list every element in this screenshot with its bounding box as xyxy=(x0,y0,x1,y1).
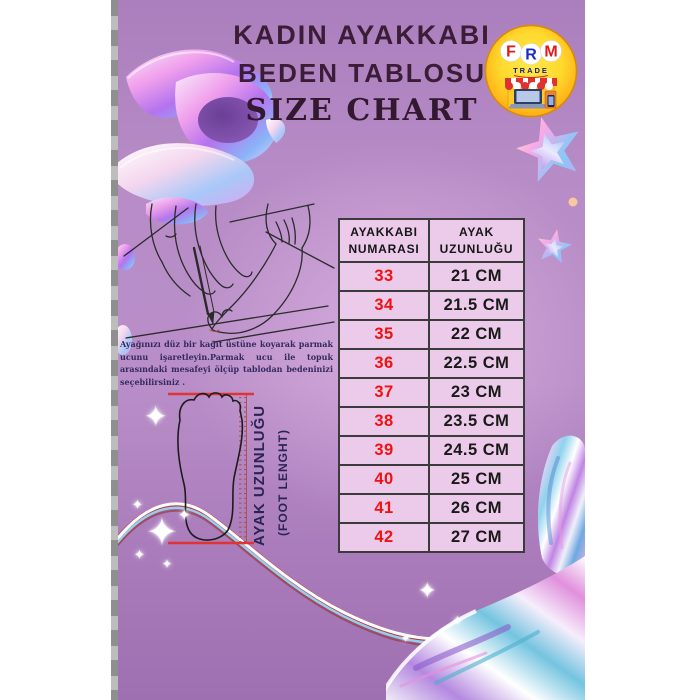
ribbon-wave-decoration xyxy=(118,502,444,647)
shoe-size-cell: 41 xyxy=(338,493,430,524)
logo-letter-r: R xyxy=(525,47,537,64)
sparkle-icon: ✦ xyxy=(144,401,168,432)
table-row: 35 22 CM xyxy=(338,319,525,350)
measuring-illustration xyxy=(123,203,335,343)
table-row: 38 23.5 CM xyxy=(338,406,525,437)
logo-trade-label: TRADE xyxy=(513,66,549,75)
sparkle-icon: ✦ xyxy=(132,497,143,512)
foot-length-cell: 24.5 CM xyxy=(428,435,525,466)
table-row: 34 21.5 CM xyxy=(338,290,525,321)
logo-letter-m: M xyxy=(544,44,557,61)
foot-length-cell: 23.5 CM xyxy=(428,406,525,437)
table-header-row: AYAKKABI NUMARASI AYAK UZUNLUĞU xyxy=(338,218,525,263)
col-header-foot-length: AYAK UZUNLUĞU xyxy=(428,218,525,263)
holographic-fabric-decoration xyxy=(386,435,585,700)
shoe-size-cell: 37 xyxy=(338,377,430,408)
title-line-1: KADIN AYAKKABI xyxy=(233,20,491,50)
table-row: 42 27 CM xyxy=(338,522,525,553)
title-line-3: SIZE CHART xyxy=(245,93,479,128)
sparkle-icon: ✦ xyxy=(146,512,178,554)
holographic-claw-decoration xyxy=(118,49,286,225)
foot-length-cell: 26 CM xyxy=(428,493,525,524)
foot-length-cell: 27 CM xyxy=(428,522,525,553)
foot-length-cell: 25 CM xyxy=(428,464,525,495)
table-row: 41 26 CM xyxy=(338,493,525,524)
foot-outline-diagram: AYAK UZUNLUĞU (FOOT LENGHT) xyxy=(148,386,343,570)
table-row: 40 25 CM xyxy=(338,464,525,495)
shoe-size-cell: 42 xyxy=(338,522,430,553)
foot-length-label-tr: AYAK UZUNLUĞU xyxy=(251,404,268,546)
holographic-star-icon xyxy=(516,117,579,264)
title-line-2: BEDEN TABLOSU xyxy=(238,58,486,88)
col-header-shoe-number: AYAKKABI NUMARASI xyxy=(338,218,430,263)
size-table: AYAKKABI NUMARASI AYAK UZUNLUĞU 33 21 CM … xyxy=(338,218,525,553)
table-row: 37 23 CM xyxy=(338,377,525,408)
table-row: 33 21 CM xyxy=(338,261,525,292)
page-title: KADIN AYAKKABI BEDEN TABLOSU SIZE CHART xyxy=(192,20,532,128)
shoe-size-cell: 40 xyxy=(338,464,430,495)
shoe-size-cell: 34 xyxy=(338,290,430,321)
sparkle-icon: ✦ xyxy=(418,578,437,603)
foot-length-cell: 22.5 CM xyxy=(428,348,525,379)
table-row: 36 22.5 CM xyxy=(338,348,525,379)
foot-outline-drawing xyxy=(168,392,254,545)
shoe-size-cell: 38 xyxy=(338,406,430,437)
instruction-text: Ayağınızı düz bir kağıt üstüne koyarak p… xyxy=(120,339,333,387)
foot-length-cell: 23 CM xyxy=(428,377,525,408)
logo-storefront-icon xyxy=(505,78,557,109)
logo-letter-f: F xyxy=(506,44,516,61)
foot-length-cell: 21.5 CM xyxy=(428,290,525,321)
table-row: 39 24.5 CM xyxy=(338,435,525,466)
sparkle-icon: ✦ xyxy=(134,547,145,562)
shoe-size-cell: 36 xyxy=(338,348,430,379)
foot-length-cell: 21 CM xyxy=(428,261,525,292)
sparkle-icon: ✦ xyxy=(162,557,173,571)
shoe-size-cell: 33 xyxy=(338,261,430,292)
sparkle-icon: ✦ xyxy=(401,633,411,645)
foot-length-label-en: (FOOT LENGHT) xyxy=(276,429,290,536)
shoe-size-cell: 39 xyxy=(338,435,430,466)
foot-length-cell: 22 CM xyxy=(428,319,525,350)
frm-trade-logo: F R M TRADE xyxy=(484,24,578,118)
size-chart-product-image: KADIN AYAKKABI BEDEN TABLOSU SIZE CHART … xyxy=(118,0,585,700)
shoe-size-cell: 35 xyxy=(338,319,430,350)
sparkle-icon: ✦ xyxy=(452,613,463,628)
sparkle-icon: ✦ xyxy=(178,507,191,524)
vertical-scrollbar[interactable] xyxy=(111,0,118,700)
